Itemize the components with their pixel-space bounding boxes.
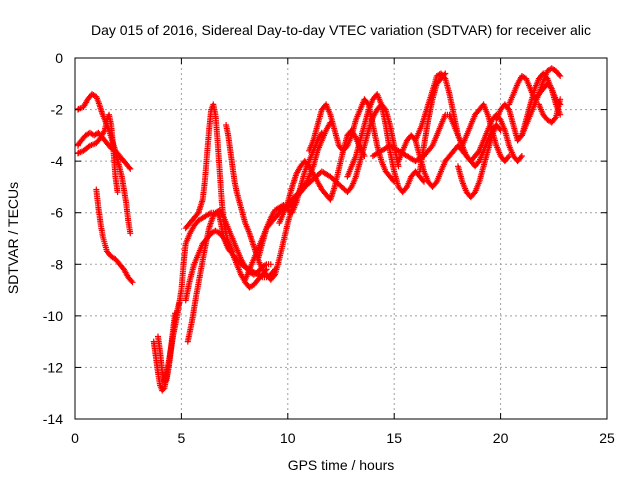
plot-frame <box>74 57 608 420</box>
y-tick-label: -8 <box>51 256 64 272</box>
x-axis-label: GPS time / hours <box>288 457 395 473</box>
y-tick-label: -2 <box>51 102 64 118</box>
x-tick-label: 20 <box>493 430 509 446</box>
series-markers <box>344 91 427 196</box>
x-tick-label: 25 <box>599 430 615 446</box>
x-tick-label: 5 <box>178 430 186 446</box>
y-tick-label: -6 <box>51 205 64 221</box>
series-track-v <box>455 122 500 201</box>
series-markers <box>416 70 449 175</box>
y-tick-labels: 0 -2 -4 -6 -8 -10 -12 -14 <box>43 50 63 427</box>
x-tick-label: 15 <box>386 430 402 446</box>
chart-title: Day 015 of 2016, Sidereal Day-to-day VTE… <box>91 22 591 38</box>
x-tick-labels: 0 5 10 15 20 25 <box>71 430 615 446</box>
x-tick-label: 10 <box>280 430 296 446</box>
series-track-i <box>182 101 236 255</box>
series-markers <box>535 96 564 126</box>
data-marks <box>75 65 564 394</box>
series-markers <box>93 186 136 286</box>
y-tick-label: -4 <box>51 153 64 169</box>
y-tick-label: -12 <box>43 359 63 375</box>
y-tick-label: -10 <box>43 308 63 324</box>
series-markers <box>75 111 121 196</box>
series-track-z <box>535 96 564 126</box>
y-axis-label: SDTVAR / TECUs <box>5 182 21 294</box>
series-markers <box>182 101 236 255</box>
series-track-q <box>344 91 427 196</box>
x-tick-label: 0 <box>71 430 79 446</box>
series-markers <box>455 122 500 201</box>
series-track-c <box>75 111 121 196</box>
series-track-u <box>416 70 449 175</box>
y-tick-label: -14 <box>43 411 63 427</box>
series-track-d <box>93 186 136 286</box>
axis-ticks <box>74 57 608 420</box>
y-tick-label: 0 <box>55 50 63 66</box>
